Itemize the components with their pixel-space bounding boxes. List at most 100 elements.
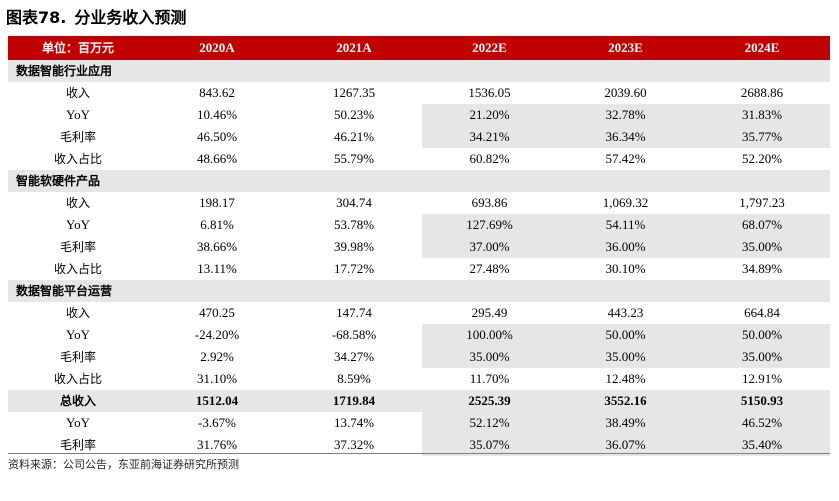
cell: 8.59% [337, 371, 371, 386]
cell: 36.00% [557, 236, 694, 258]
header-year: 2020A [148, 36, 286, 60]
cell: 2.92% [200, 349, 234, 364]
cell: 693.86 [471, 195, 508, 210]
cell: 1512.04 [148, 390, 286, 412]
header-year: 2024E [694, 36, 830, 60]
cell: 13.74% [333, 415, 375, 430]
cell: 12.91% [741, 371, 783, 386]
row-label: 毛利率 [59, 350, 96, 364]
cell: 1,069.32 [602, 195, 649, 210]
section-title: 数据智能行业应用 [8, 60, 830, 82]
cell: 1719.84 [286, 390, 422, 412]
cell: 470.25 [199, 305, 235, 320]
cell: 127.69% [422, 214, 557, 236]
cell: 50.00% [694, 324, 830, 346]
row-label: 毛利率 [59, 240, 96, 254]
row-label: YoY [66, 327, 90, 342]
cell: 31.10% [196, 371, 238, 386]
cell: 55.79% [333, 151, 375, 166]
table-row: 毛利率 2.92% 34.27% 35.00% 35.00% 35.00% [8, 346, 830, 368]
header-unit: 单位：百万元 [8, 36, 148, 60]
cell: 60.82% [469, 151, 510, 166]
cell: -68.58% [331, 327, 377, 342]
cell: 100.00% [422, 324, 557, 346]
cell: 1536.05 [468, 85, 511, 100]
section-row: 数据智能平台运营 [8, 280, 830, 302]
table-row: 收入占比 31.10% 8.59% 11.70% 12.48% 12.91% [8, 368, 830, 390]
cell: 2688.86 [740, 85, 784, 100]
cell: 10.46% [196, 107, 238, 122]
cell: 50.00% [557, 324, 694, 346]
cell: 38.49% [557, 412, 694, 434]
cell: 843.62 [199, 85, 235, 100]
cell: 1,797.23 [739, 195, 785, 210]
section-title: 智能软硬件产品 [8, 170, 830, 192]
cell: 39.98% [333, 239, 375, 254]
cell: 31.83% [694, 104, 830, 126]
header-year: 2023E [557, 36, 694, 60]
table-row: 收入 198.17 304.74 693.86 1,069.32 1,797.2… [8, 192, 830, 214]
section-row: 智能软硬件产品 [8, 170, 830, 192]
cell: 32.78% [557, 104, 694, 126]
header-year: 2021A [286, 36, 422, 60]
cell: 35.07% [422, 434, 557, 456]
table-row: 收入占比 48.66% 55.79% 60.82% 57.42% 52.20% [8, 148, 830, 170]
total-row: 总收入 1512.04 1719.84 2525.39 3552.16 5150… [8, 390, 830, 412]
cell: 304.74 [336, 195, 372, 210]
cell: 52.12% [422, 412, 557, 434]
cell: 36.07% [557, 434, 694, 456]
cell: 46.21% [333, 129, 375, 144]
cell: 35.40% [694, 434, 830, 456]
table-row: 毛利率 46.50% 46.21% 34.21% 36.34% 35.77% [8, 126, 830, 148]
cell: 27.48% [469, 261, 510, 276]
cell: 35.00% [557, 346, 694, 368]
cell: 295.49 [471, 305, 508, 320]
table-row: YoY 10.46% 50.23% 21.20% 32.78% 31.83% [8, 104, 830, 126]
figure-title-text: 分业务收入预测 [74, 8, 187, 27]
cell: 11.70% [469, 371, 510, 386]
cell: 13.11% [197, 261, 237, 276]
cell: 6.81% [200, 217, 234, 232]
table-row: 毛利率 38.66% 39.98% 37.00% 36.00% 35.00% [8, 236, 830, 258]
cell: 34.27% [333, 349, 375, 364]
cell: 2039.60 [604, 85, 647, 100]
row-label: 收入 [65, 306, 90, 320]
figure-number: 图表78. [6, 8, 67, 27]
revenue-forecast-table: 单位：百万元 2020A 2021A 2022E 2023E 2024E 数据智… [8, 36, 830, 456]
row-label: 收入占比 [53, 262, 102, 276]
cell: 50.23% [333, 107, 375, 122]
table-row: 收入 470.25 147.74 295.49 443.23 664.84 [8, 302, 830, 324]
row-label: YoY [66, 217, 90, 232]
cell: 57.42% [605, 151, 646, 166]
row-label: YoY [66, 107, 90, 122]
cell: 3552.16 [557, 390, 694, 412]
cell: 48.66% [196, 151, 238, 166]
cell: 37.00% [422, 236, 557, 258]
cell: 12.48% [605, 371, 646, 386]
cell: 35.00% [694, 236, 830, 258]
cell: 37.32% [333, 437, 375, 452]
cell: 36.34% [557, 126, 694, 148]
row-label: 毛利率 [59, 130, 96, 144]
cell: 443.23 [607, 305, 644, 320]
cell: 1267.35 [332, 85, 376, 100]
cell: 53.78% [333, 217, 375, 232]
row-label: 毛利率 [59, 438, 96, 452]
table-header-row: 单位：百万元 2020A 2021A 2022E 2023E 2024E [8, 36, 830, 60]
table-row: 收入 843.62 1267.35 1536.05 2039.60 2688.8… [8, 82, 830, 104]
cell: 17.72% [333, 261, 375, 276]
row-label: 收入占比 [53, 372, 102, 386]
cell: 52.20% [741, 151, 783, 166]
table-row: YoY 6.81% 53.78% 127.69% 54.11% 68.07% [8, 214, 830, 236]
row-label: 收入占比 [53, 152, 102, 166]
cell: 35.00% [422, 346, 557, 368]
cell: 35.00% [694, 346, 830, 368]
cell: 38.66% [196, 239, 238, 254]
row-label: YoY [66, 415, 90, 430]
source-note: 资料来源：公司公告，东亚前海证券研究所预测 [8, 458, 239, 471]
figure-title: 图表78. 分业务收入预测 [6, 3, 186, 33]
cell: 31.76% [196, 437, 238, 452]
cell: -24.20% [194, 327, 240, 342]
table-row: YoY -24.20% -68.58% 100.00% 50.00% 50.00… [8, 324, 830, 346]
cell: 147.74 [336, 305, 372, 320]
